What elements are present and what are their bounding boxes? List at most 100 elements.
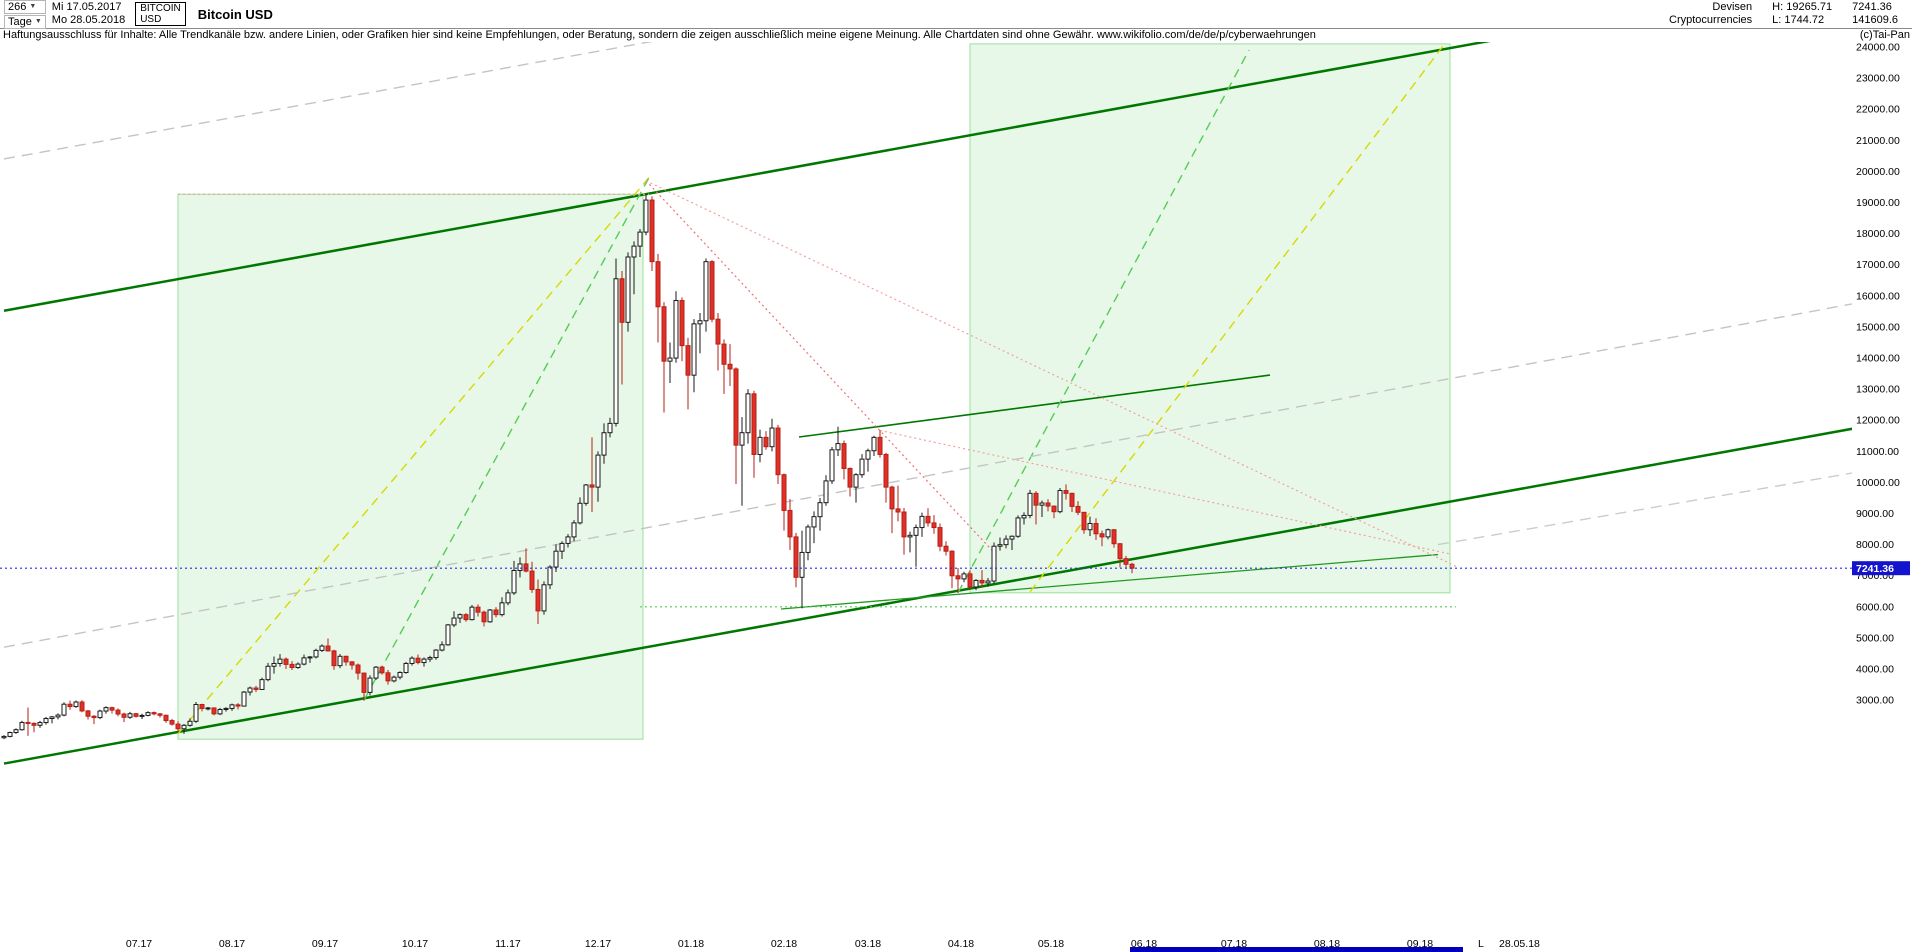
candle [601, 423, 607, 464]
candle [991, 542, 997, 584]
candle [811, 511, 817, 544]
projection-region [969, 43, 1451, 594]
time-axis-labels: 07.17 08.17 09.17 10.17 11.17 12.17 01.18 02.18… [126, 938, 1433, 950]
candle [667, 342, 673, 383]
candle [1099, 530, 1105, 547]
candle [1, 735, 7, 740]
candle [847, 467, 853, 497]
candle [175, 721, 181, 732]
candle [559, 541, 565, 559]
time-tick-label: 01.18 [678, 938, 704, 950]
symbol-box[interactable]: BITCOIN USD [135, 2, 186, 26]
candle [595, 451, 601, 502]
price-tick-label: 6000.00 [1856, 601, 1894, 613]
candle [625, 252, 631, 332]
candle [1087, 516, 1093, 536]
candle [769, 418, 775, 452]
candle [475, 604, 481, 617]
candle [487, 609, 493, 623]
candle [577, 497, 583, 525]
candle [25, 707, 31, 736]
left-green-dashed [363, 177, 650, 701]
candle [553, 544, 559, 573]
candle [823, 475, 829, 506]
candle [691, 319, 697, 393]
candle [67, 700, 73, 710]
candle [391, 675, 397, 683]
page-title: Bitcoin USD [197, 6, 273, 22]
candle [709, 260, 715, 323]
period-high: H: 19265.71 [1772, 1, 1833, 13]
candle [265, 662, 271, 682]
candle [673, 291, 679, 363]
candle [379, 665, 385, 675]
gray-channel-lower [3, 303, 1852, 648]
candle [91, 715, 97, 725]
date-to: Mo 28.05.2018 [51, 14, 126, 26]
candle [1015, 515, 1021, 538]
candle [439, 641, 445, 652]
volume-value: 141609.6 [1852, 14, 1898, 26]
candle [961, 571, 967, 583]
subbar: Haftungsausschluss für Inhalte: Alle Tre… [0, 29, 1912, 42]
candle [277, 654, 283, 667]
candle [355, 663, 361, 680]
candle [931, 515, 937, 534]
candle [619, 270, 625, 385]
candle [1033, 491, 1039, 525]
category-secondary: Cryptocurrencies [1669, 14, 1753, 26]
candle [289, 661, 295, 670]
candle [469, 604, 475, 621]
price-tick-label: 10000.00 [1856, 477, 1900, 489]
symbol-currency: USD [140, 14, 162, 25]
last-date-label: 28.05.18 [1499, 938, 1540, 950]
candle [253, 685, 259, 693]
candle [1075, 501, 1081, 516]
candle [373, 665, 379, 680]
candle [877, 430, 883, 458]
candle [1021, 512, 1027, 525]
price-tick-label: 23000.00 [1856, 73, 1900, 85]
candles-layer [1, 194, 1135, 740]
candle [151, 711, 157, 716]
candle [997, 537, 1003, 551]
bars-count-dropdown[interactable]: 266 ▼ [4, 0, 46, 14]
candle [349, 660, 355, 670]
candle [655, 253, 661, 343]
candle [1027, 489, 1033, 519]
candle [781, 473, 787, 531]
price-axis-labels: 24000.00 23000.00 22000.00 21000.00 20000.00… [1856, 42, 1900, 707]
scrollbar-thumb[interactable] [1130, 947, 1463, 952]
category-primary: Devisen [1712, 1, 1753, 13]
candle [583, 484, 589, 506]
candle [907, 531, 913, 553]
candle [529, 561, 535, 593]
candle [481, 610, 487, 627]
price-tick-label: 20000.00 [1856, 166, 1900, 178]
candle [715, 312, 721, 371]
candle [409, 656, 415, 666]
candle [1009, 535, 1015, 550]
candle [571, 520, 577, 542]
left-yellow-dashed [177, 177, 650, 735]
candle [979, 570, 985, 588]
candle [1039, 500, 1045, 517]
candle [415, 654, 421, 665]
candle [1117, 543, 1123, 568]
time-tick-label: 02.18 [771, 938, 797, 950]
candle [427, 655, 433, 662]
candle [1069, 492, 1075, 513]
price-tick-label: 21000.00 [1856, 135, 1900, 147]
candle [757, 429, 763, 463]
candle [199, 703, 205, 712]
period-dropdown[interactable]: Tage ▼ [4, 14, 46, 29]
candle [955, 567, 961, 593]
candle [613, 258, 619, 427]
candle [463, 613, 469, 622]
candle [817, 498, 823, 531]
candle [241, 691, 247, 707]
candle [541, 581, 547, 615]
gray-channel-upper [3, 42, 654, 160]
candle [139, 713, 145, 720]
